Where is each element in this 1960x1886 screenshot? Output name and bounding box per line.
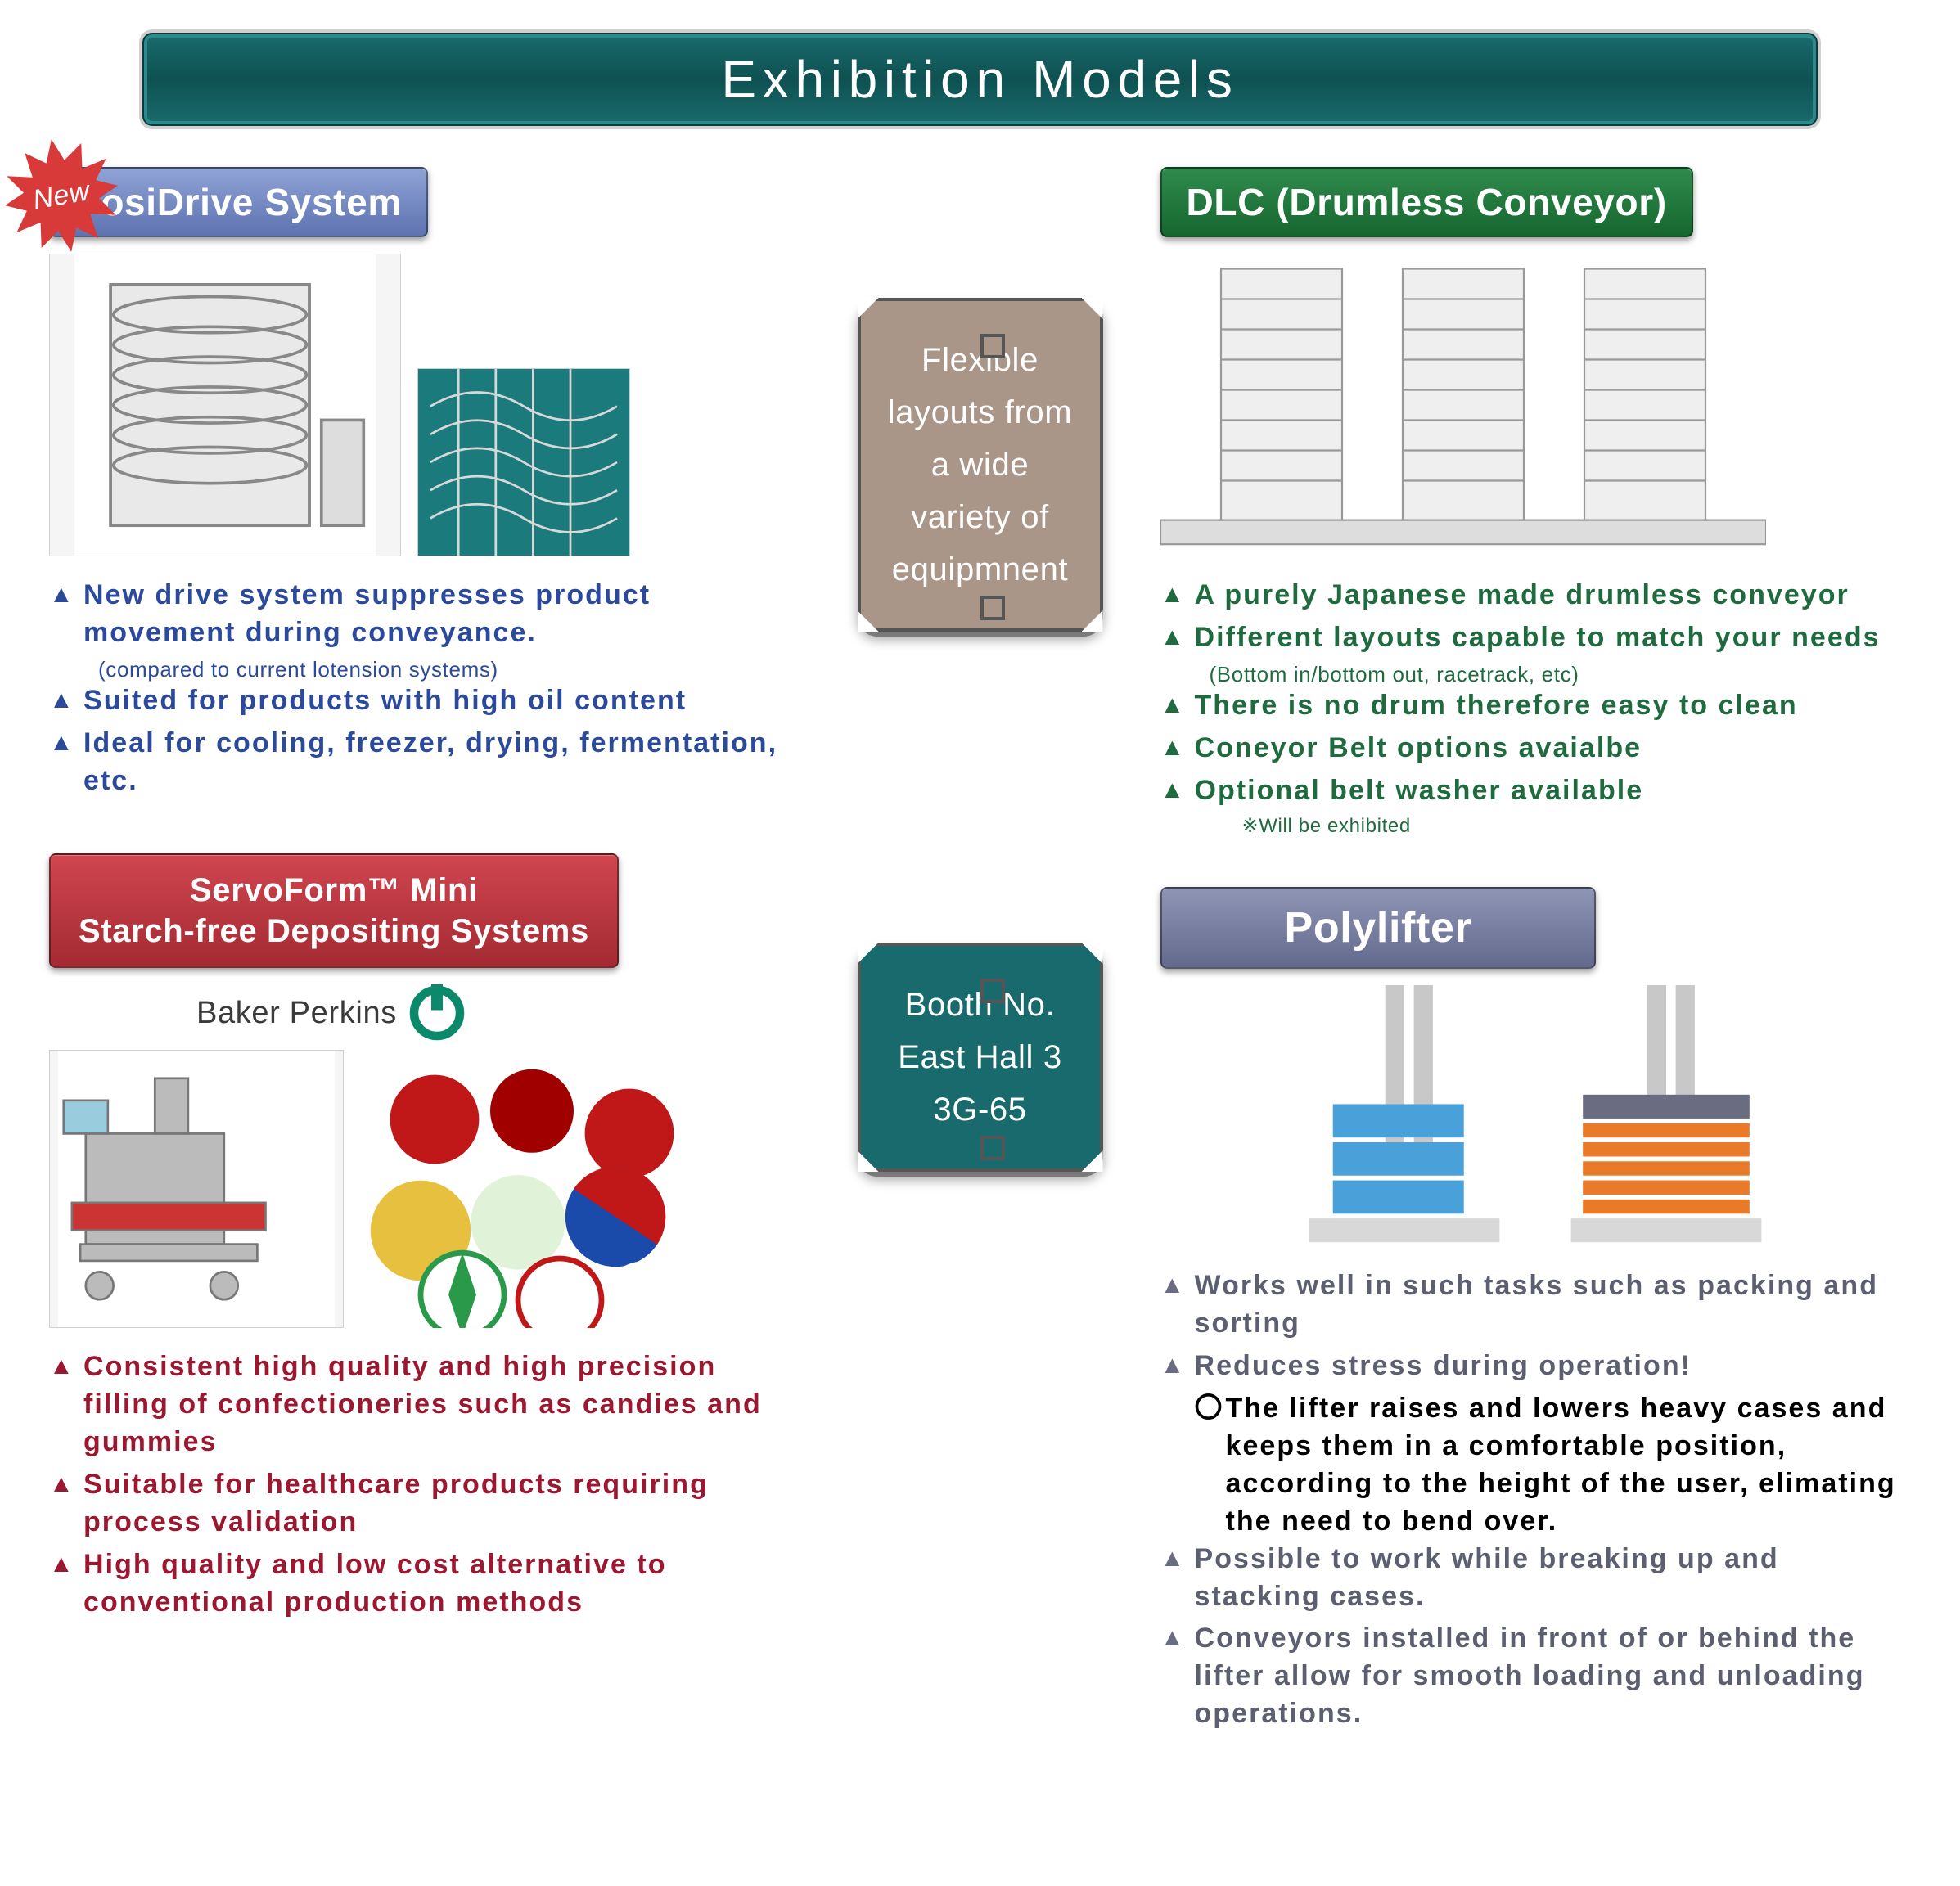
posidrive-features: New drive system suppresses product move… — [49, 577, 800, 652]
posidrive-header-wrap: New PosiDrive System — [49, 167, 800, 254]
servoform-section: ServoForm™ Mini Starch-free Depositing S… — [49, 853, 800, 1626]
list-item: New drive system suppresses product move… — [49, 577, 800, 652]
servoform-title-line1: ServoForm™ Mini — [79, 870, 589, 911]
servoform-title-line2: Starch-free Depositing Systems — [79, 911, 589, 952]
posidrive-machine-image — [49, 254, 401, 556]
polylifter-title: Polylifter — [1160, 887, 1597, 969]
polylifter-circle-sub: The lifter raises and lowers heavy cases… — [1160, 1390, 1912, 1541]
list-item: High quality and low cost alternative to… — [49, 1546, 800, 1622]
list-item: Optional belt washer available — [1160, 772, 1912, 810]
plaque-text: Flexible layouts from a wide variety of … — [885, 334, 1075, 596]
list-item: Reduces stress during operation! — [1160, 1348, 1912, 1385]
polylifter-image-1 — [1282, 985, 1527, 1247]
posidrive-features-2: Suited for products with high oil conten… — [49, 682, 800, 800]
flexible-layouts-plaque: Flexible layouts from a wide variety of … — [858, 298, 1103, 632]
list-item: Coneyor Belt options avaialbe — [1160, 730, 1912, 767]
booth-number: 3G-65 — [885, 1083, 1075, 1136]
dlc-footnote: ※Will be exhibited — [1160, 814, 1912, 838]
posidrive-section: New PosiDrive System — [49, 167, 800, 804]
list-item: Possible to work while breaking up and s… — [1160, 1541, 1912, 1616]
dlc-subnote: (Bottom in/bottom out, racetrack, etc) — [1160, 662, 1912, 687]
posidrive-subnote: (compared to current lotension systems) — [49, 657, 800, 682]
booth-plaque: Booth No. East Hall 3 3G-65 — [858, 943, 1103, 1172]
servoform-machine-image — [49, 1050, 344, 1328]
list-item: Ideal for cooling, freezer, drying, ferm… — [49, 725, 800, 800]
dlc-features-2: There is no drum therefore easy to clean… — [1160, 687, 1912, 810]
dlc-title: DLC (Drumless Conveyor) — [1160, 167, 1693, 237]
polylifter-images — [1160, 985, 1912, 1247]
baker-perkins-logo-icon — [408, 984, 466, 1042]
dlc-features: A purely Japanese made drumless conveyor… — [1160, 577, 1912, 657]
servoform-features: Consistent high quality and high precisi… — [49, 1348, 800, 1621]
servoform-title: ServoForm™ Mini Starch-free Depositing S… — [49, 853, 619, 968]
right-column: DLC (Drumless Conveyor) — [1160, 167, 1912, 1787]
list-item: A purely Japanese made drumless conveyor — [1160, 577, 1912, 614]
list-item: Works well in such tasks such as packing… — [1160, 1267, 1912, 1343]
dlc-section: DLC (Drumless Conveyor) — [1160, 167, 1912, 838]
list-item: Different layouts capable to match your … — [1160, 619, 1912, 657]
posidrive-mesh-image — [417, 368, 630, 556]
candies-image — [360, 1050, 704, 1328]
main-title-banner: Exhibition Models — [142, 33, 1818, 126]
polylifter-features: Works well in such tasks such as packing… — [1160, 1267, 1912, 1385]
posidrive-images — [49, 254, 800, 556]
dlc-machine-image — [1160, 254, 1766, 556]
booth-label: Booth No. — [885, 979, 1075, 1031]
list-item: Consistent high quality and high precisi… — [49, 1348, 800, 1461]
list-item: There is no drum therefore easy to clean — [1160, 687, 1912, 725]
content-grid: New PosiDrive System — [49, 167, 1911, 1787]
list-item: Suited for products with high oil conten… — [49, 682, 800, 720]
left-column: New PosiDrive System — [49, 167, 800, 1787]
list-item: Conveyors installed in front of or behin… — [1160, 1620, 1912, 1733]
polylifter-image-2 — [1543, 985, 1789, 1247]
posidrive-title: PosiDrive System — [49, 167, 428, 237]
servoform-images — [49, 1050, 800, 1328]
booth-hall: East Hall 3 — [885, 1031, 1075, 1083]
middle-column: Flexible layouts from a wide variety of … — [841, 167, 1120, 1787]
list-item: Suitable for healthcare products requiri… — [49, 1466, 800, 1542]
dlc-images — [1160, 254, 1912, 556]
brand-row: Baker Perkins — [196, 984, 800, 1042]
brand-name: Baker Perkins — [196, 996, 397, 1031]
polylifter-features-2: Possible to work while breaking up and s… — [1160, 1541, 1912, 1733]
polylifter-section: Polylifter — [1160, 887, 1912, 1738]
